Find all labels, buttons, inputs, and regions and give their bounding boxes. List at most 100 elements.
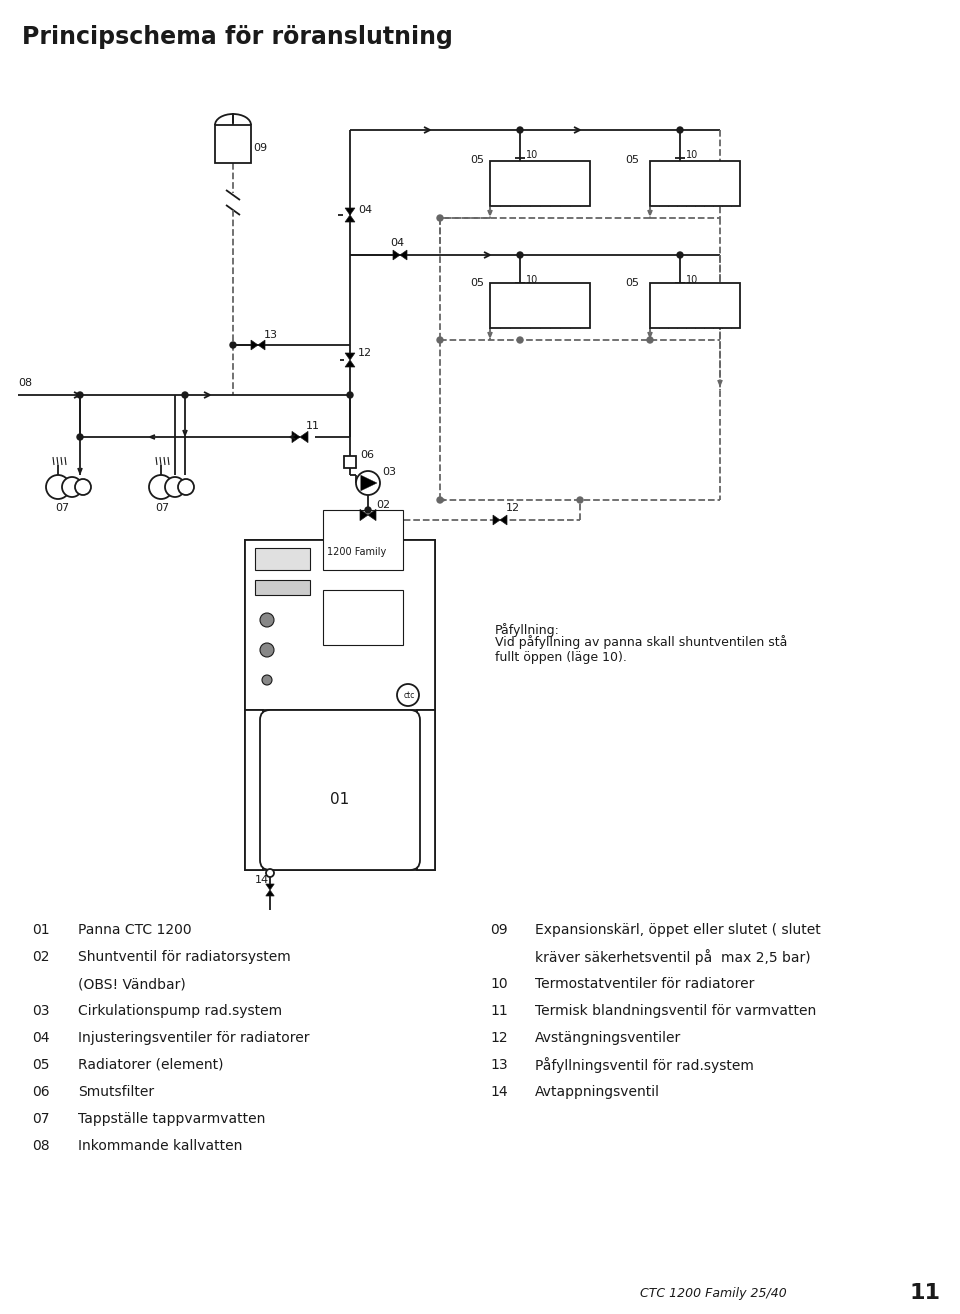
Circle shape <box>517 336 523 343</box>
Text: 05: 05 <box>625 155 639 166</box>
Circle shape <box>260 614 274 627</box>
Circle shape <box>46 474 70 499</box>
Circle shape <box>75 480 91 495</box>
Text: 10: 10 <box>490 978 508 991</box>
Polygon shape <box>393 250 400 260</box>
Text: 11: 11 <box>306 420 320 431</box>
Text: Radiatorer (element): Radiatorer (element) <box>78 1058 224 1072</box>
Text: 04: 04 <box>358 205 372 215</box>
Circle shape <box>347 392 353 398</box>
Bar <box>255 548 310 570</box>
Text: Smutsfilter: Smutsfilter <box>78 1085 155 1099</box>
Text: 11: 11 <box>490 1004 508 1018</box>
Circle shape <box>397 685 419 706</box>
FancyBboxPatch shape <box>260 710 420 870</box>
Bar <box>245 540 435 710</box>
Circle shape <box>262 675 272 685</box>
Text: Avtappningsventil: Avtappningsventil <box>535 1085 660 1099</box>
Text: Avstängningsventiler: Avstängningsventiler <box>535 1031 682 1045</box>
Circle shape <box>182 392 188 398</box>
Text: 05: 05 <box>32 1058 50 1072</box>
Text: 04: 04 <box>390 238 404 248</box>
Circle shape <box>230 342 236 348</box>
Text: Påfyllning:: Påfyllning: <box>495 623 560 637</box>
Text: 10: 10 <box>686 275 698 285</box>
Text: 13: 13 <box>264 330 278 340</box>
Text: Inkommande kallvatten: Inkommande kallvatten <box>78 1139 242 1152</box>
Text: 05: 05 <box>470 279 484 288</box>
Circle shape <box>517 127 523 133</box>
Text: 03: 03 <box>382 466 396 477</box>
Text: 06: 06 <box>32 1085 50 1099</box>
Polygon shape <box>368 510 376 520</box>
Text: 12: 12 <box>506 503 520 512</box>
Polygon shape <box>500 515 507 524</box>
Polygon shape <box>292 431 300 443</box>
Bar <box>245 710 263 870</box>
Text: 06: 06 <box>360 449 374 460</box>
Polygon shape <box>300 431 308 443</box>
Text: 03: 03 <box>32 1004 50 1018</box>
Polygon shape <box>266 890 275 896</box>
Text: 14: 14 <box>255 875 269 886</box>
Circle shape <box>165 477 185 497</box>
Polygon shape <box>258 340 265 350</box>
Text: CTC 1200 Family 25/40: CTC 1200 Family 25/40 <box>640 1286 787 1300</box>
Text: Termostatventiler för radiatorer: Termostatventiler för radiatorer <box>535 978 755 991</box>
Text: 08: 08 <box>32 1139 50 1152</box>
Text: kräver säkerhetsventil på  max 2,5 bar): kräver säkerhetsventil på max 2,5 bar) <box>535 949 810 964</box>
Text: Expansionskärl, öppet eller slutet ( slutet: Expansionskärl, öppet eller slutet ( slu… <box>535 922 821 937</box>
Polygon shape <box>400 250 407 260</box>
Circle shape <box>677 252 683 258</box>
Text: 14: 14 <box>490 1085 508 1099</box>
Circle shape <box>365 507 371 512</box>
Bar <box>215 125 251 163</box>
Bar <box>650 283 740 327</box>
Circle shape <box>647 336 653 343</box>
Text: 10: 10 <box>526 150 539 160</box>
Text: Shuntventil för radiatorsystem: Shuntventil för radiatorsystem <box>78 950 291 964</box>
Polygon shape <box>345 208 355 215</box>
Bar <box>323 510 403 570</box>
Circle shape <box>77 392 83 398</box>
Circle shape <box>149 474 173 499</box>
Circle shape <box>356 470 380 495</box>
Bar <box>255 579 310 595</box>
Text: 12: 12 <box>490 1031 508 1045</box>
Circle shape <box>348 393 352 397</box>
Circle shape <box>178 480 194 495</box>
Polygon shape <box>251 340 258 350</box>
Bar <box>245 540 435 870</box>
Circle shape <box>517 252 523 258</box>
Polygon shape <box>493 515 500 524</box>
Bar <box>490 283 590 327</box>
Text: 07: 07 <box>55 503 69 512</box>
Circle shape <box>260 643 274 657</box>
Text: 10: 10 <box>526 275 539 285</box>
Text: 10: 10 <box>686 150 698 160</box>
Polygon shape <box>345 360 355 367</box>
Text: 09: 09 <box>490 922 508 937</box>
Text: Principschema för röranslutning: Principschema för röranslutning <box>22 25 453 49</box>
Text: 07: 07 <box>32 1112 50 1126</box>
Polygon shape <box>345 353 355 360</box>
Text: 02: 02 <box>376 501 390 510</box>
Text: 13: 13 <box>490 1058 508 1072</box>
Circle shape <box>677 127 683 133</box>
Text: 04: 04 <box>32 1031 50 1045</box>
Text: 05: 05 <box>470 155 484 166</box>
Text: Panna CTC 1200: Panna CTC 1200 <box>78 922 192 937</box>
Text: Cirkulationspump rad.system: Cirkulationspump rad.system <box>78 1004 282 1018</box>
Polygon shape <box>360 510 368 520</box>
Circle shape <box>437 336 443 343</box>
Text: 09: 09 <box>253 143 267 152</box>
Text: Vid påfyllning av panna skall shuntventilen stå
fullt öppen (läge 10).: Vid påfyllning av panna skall shuntventi… <box>495 636 787 665</box>
Circle shape <box>62 477 82 497</box>
Bar <box>323 590 403 645</box>
Text: (OBS! Vändbar): (OBS! Vändbar) <box>78 978 185 991</box>
Text: Termisk blandningsventil för varmvatten: Termisk blandningsventil för varmvatten <box>535 1004 816 1018</box>
Text: 11: 11 <box>909 1282 941 1303</box>
Text: 01: 01 <box>32 922 50 937</box>
Bar <box>490 160 590 205</box>
Text: Tappställe tappvarmvatten: Tappställe tappvarmvatten <box>78 1112 265 1126</box>
